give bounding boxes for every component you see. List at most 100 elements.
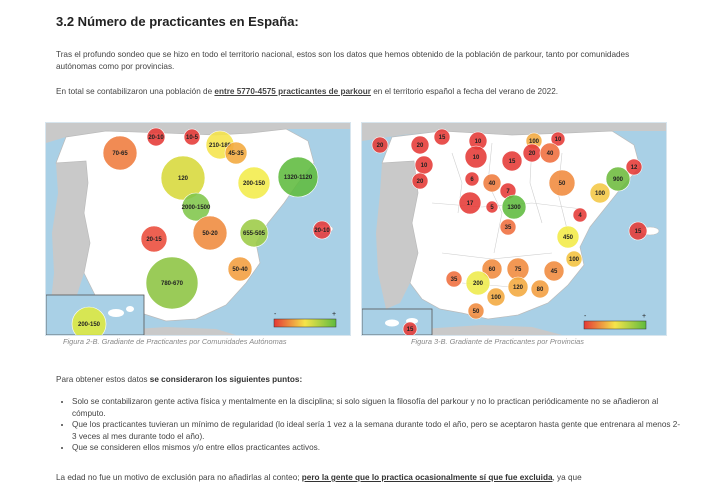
- map-bubble: [192, 215, 228, 251]
- section-title: 3.2 Número de practicantes en España:: [56, 14, 299, 29]
- map-bubble-label: 7: [506, 189, 510, 195]
- map-provinces-svg: - + 20 15 10 100 10 20 10 20 10 15 40 20 12 6 40 7 50 100…: [362, 123, 666, 335]
- map-bubble: [605, 166, 631, 192]
- map-bubble-label: 100: [491, 295, 502, 301]
- map-bubble-label: 10: [475, 139, 482, 145]
- map-bubble: [183, 128, 201, 146]
- age-paragraph: La edad no fue un motivo de exclusión pa…: [56, 472, 676, 484]
- portugal-land: [50, 161, 90, 313]
- map-bubble-label: 10: [421, 163, 428, 169]
- map-bubble-label: 50: [473, 309, 480, 315]
- map-bubble: [572, 207, 588, 223]
- map-bubble-label: 60: [489, 267, 496, 273]
- map-bubble-label: 10: [555, 137, 562, 143]
- age-highlight: pero la gente que lo practica ocasionalm…: [301, 473, 553, 482]
- map-bubble-label: 80: [537, 287, 544, 293]
- criteria-intro-before: Para obtener estos datos: [56, 375, 150, 384]
- map-communities: - + 20-10 10-5 70-65 210-180 45-35 120 200-150…: [45, 122, 351, 336]
- legend-plus: +: [332, 311, 336, 318]
- map-bubble: [499, 218, 517, 236]
- list-item: Que se consideren ellos mismos y/o entre…: [72, 442, 682, 454]
- map-bubble: [539, 142, 561, 164]
- map-bubble: [146, 127, 166, 147]
- map-bubble: [482, 173, 502, 193]
- legend-gradient: [273, 318, 337, 328]
- map-bubble-label: 15: [509, 159, 516, 165]
- map-bubble-label: 20: [377, 143, 384, 149]
- map-bubble-label: 70-65: [112, 151, 128, 157]
- age-text-after: , ya que: [552, 473, 582, 482]
- legend-minus: -: [584, 313, 587, 320]
- map-bubble-label: 200: [473, 281, 484, 287]
- map-bubble-label: 15: [407, 327, 414, 333]
- france-land: [362, 123, 666, 141]
- map-bubble: [102, 135, 138, 171]
- map-bubble-label: 15: [439, 135, 446, 141]
- map-communities-svg: - + 20-10 10-5 70-65 210-180 45-35 120 200-150…: [46, 123, 350, 335]
- criteria-intro: Para obtener estos datos se consideraron…: [56, 374, 302, 386]
- map-bubble-label: 50-20: [202, 231, 218, 237]
- legend-gradient: [583, 320, 647, 330]
- map-bubble: [227, 256, 253, 282]
- portugal-land: [376, 161, 418, 309]
- map-bubble-label: 17: [467, 201, 474, 207]
- map-bubble: [481, 258, 503, 280]
- map-bubble: [548, 169, 576, 197]
- map-bubble: [433, 128, 451, 146]
- map-bubble: [464, 145, 488, 169]
- map-bubble-label: 35: [451, 277, 458, 283]
- map-bubble-label: 655-505: [243, 231, 266, 237]
- map-bubble-label: 450: [563, 235, 574, 241]
- map-bubble-label: 200-150: [243, 181, 266, 187]
- map-bubble: [411, 172, 429, 190]
- map-bubble-label: 12: [631, 165, 638, 171]
- map-bubble-label: 780-670: [161, 281, 184, 287]
- map-provinces: - + 20 15 10 100 10 20 10 20 10 15 40 20 12 6 40 7 50 100…: [361, 122, 667, 336]
- map-bubble-label: 15: [635, 229, 642, 235]
- list-item: Solo se contabilizaron gente activa físi…: [72, 396, 682, 419]
- map-bubble-label: 100: [529, 139, 540, 145]
- total-highlight: entre 5770-4575 practicantes de parkour: [214, 87, 371, 96]
- map-bubble-label: 10: [473, 155, 480, 161]
- map-bubble-label: 200-150: [78, 322, 101, 328]
- map-bubble: [501, 150, 523, 172]
- criteria-intro-highlight: se consideraron los siguientes puntos:: [149, 375, 303, 384]
- map-bubble-label: 6: [470, 177, 474, 183]
- map-bubble-label: 100: [569, 257, 580, 263]
- map-bubble: [239, 218, 269, 248]
- map-bubble-label: 20-10: [148, 135, 164, 141]
- total-text-after: en el territorio español a fecha del ver…: [370, 87, 559, 96]
- map-bubble: [371, 136, 389, 154]
- map-bubble-label: 1320-1120: [284, 175, 313, 181]
- map-bubble-label: 45-35: [228, 151, 244, 157]
- map-bubble-label: 35: [505, 225, 512, 231]
- age-text-before: La edad no fue un motivo de exclusión pa…: [56, 473, 302, 482]
- list-item: Que los practicantes tuvieran un mínimo …: [72, 419, 682, 442]
- map-bubble: [71, 306, 107, 335]
- total-text-before: En total se contabilizaron una población…: [56, 87, 215, 96]
- map-bubble: [465, 270, 491, 296]
- africa-land: [422, 325, 562, 335]
- canary-island: [385, 319, 399, 327]
- canary-island: [126, 306, 134, 312]
- map-bubble: [312, 220, 332, 240]
- map-bubble: [550, 131, 566, 147]
- map-bubble: [565, 250, 583, 268]
- map-bubble: [237, 166, 271, 200]
- map-bubble-label: 75: [515, 267, 522, 273]
- map-bubble-label: 40: [547, 151, 554, 157]
- map-bubble: [530, 279, 550, 299]
- total-paragraph: En total se contabilizaron una población…: [56, 86, 661, 98]
- map-bubble-label: 120: [178, 176, 189, 182]
- map-bubble-label: 2000-1500: [182, 205, 211, 211]
- map-bubble: [464, 171, 480, 187]
- map-bubble: [445, 270, 463, 288]
- map-bubble-label: 210-180: [209, 143, 232, 149]
- map-bubble: [160, 155, 206, 201]
- intro-paragraph: Tras el profundo sondeo que se hizo en t…: [56, 50, 630, 71]
- canary-island: [108, 309, 124, 317]
- legend-minus: -: [274, 311, 277, 318]
- map-bubble-label: 50: [559, 181, 566, 187]
- criteria-list: Solo se contabilizaron gente activa físi…: [56, 396, 682, 454]
- map-bubble: [402, 321, 418, 335]
